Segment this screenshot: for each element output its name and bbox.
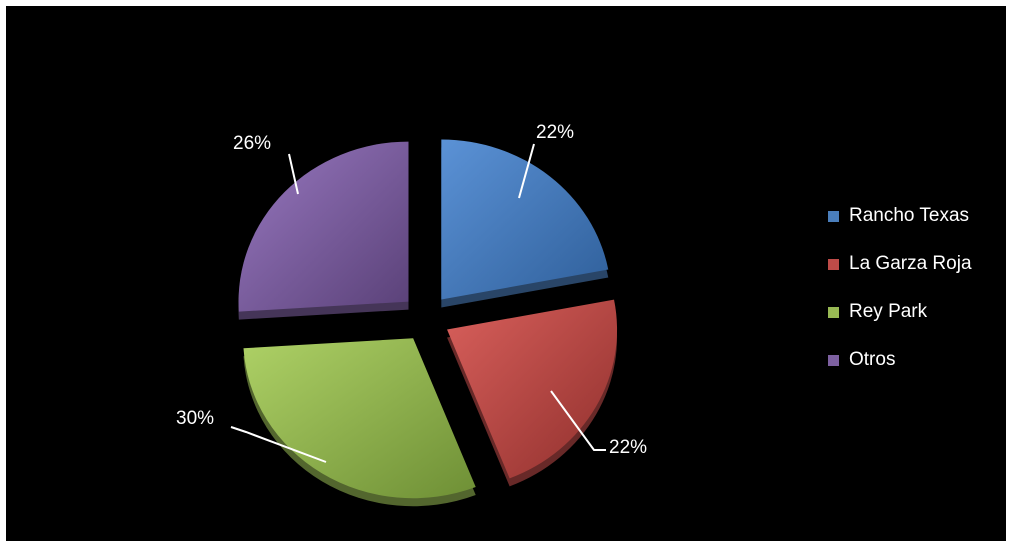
legend-label: Otros [849,349,896,370]
pie-slice-la-garza-roja [447,299,618,479]
legend-swatch [828,306,839,318]
legend-item-rey-park: Rey Park [828,288,1006,336]
leader-line-1 [550,390,606,451]
legend-item-rancho-texas: Rancho Texas [828,192,1006,240]
data-label-3: 26% [233,133,271,154]
legend-swatch [828,258,839,270]
legend-label: Rancho Texas [849,205,970,226]
pie-chart: 22% 22% 30% 26% [176,122,647,507]
legend-label: La Garza Roja [849,253,972,274]
data-label-0: 22% [536,122,574,143]
pie-slice-otros [238,141,409,312]
pie-slice-rey-park [243,338,476,499]
legend-swatch [828,354,839,366]
leader-line-2 [230,426,327,463]
legend-label: Rey Park [849,301,928,322]
data-label-2: 30% [176,408,214,429]
legend-item-la-garza-roja: La Garza Roja [828,240,1006,288]
leader-line-3 [288,153,299,195]
legend: Rancho Texas La Garza Roja Rey Park Otros [828,192,1006,384]
pie-slice-rancho-texas [441,139,609,300]
data-label-1: 22% [609,437,647,458]
legend-swatch [828,210,839,222]
leader-line-0 [518,143,535,199]
chart-area: 22% 22% 30% 26% Rancho Texas La Garza Roja Re… [6,6,1006,541]
legend-item-otros: Otros [828,336,1006,384]
